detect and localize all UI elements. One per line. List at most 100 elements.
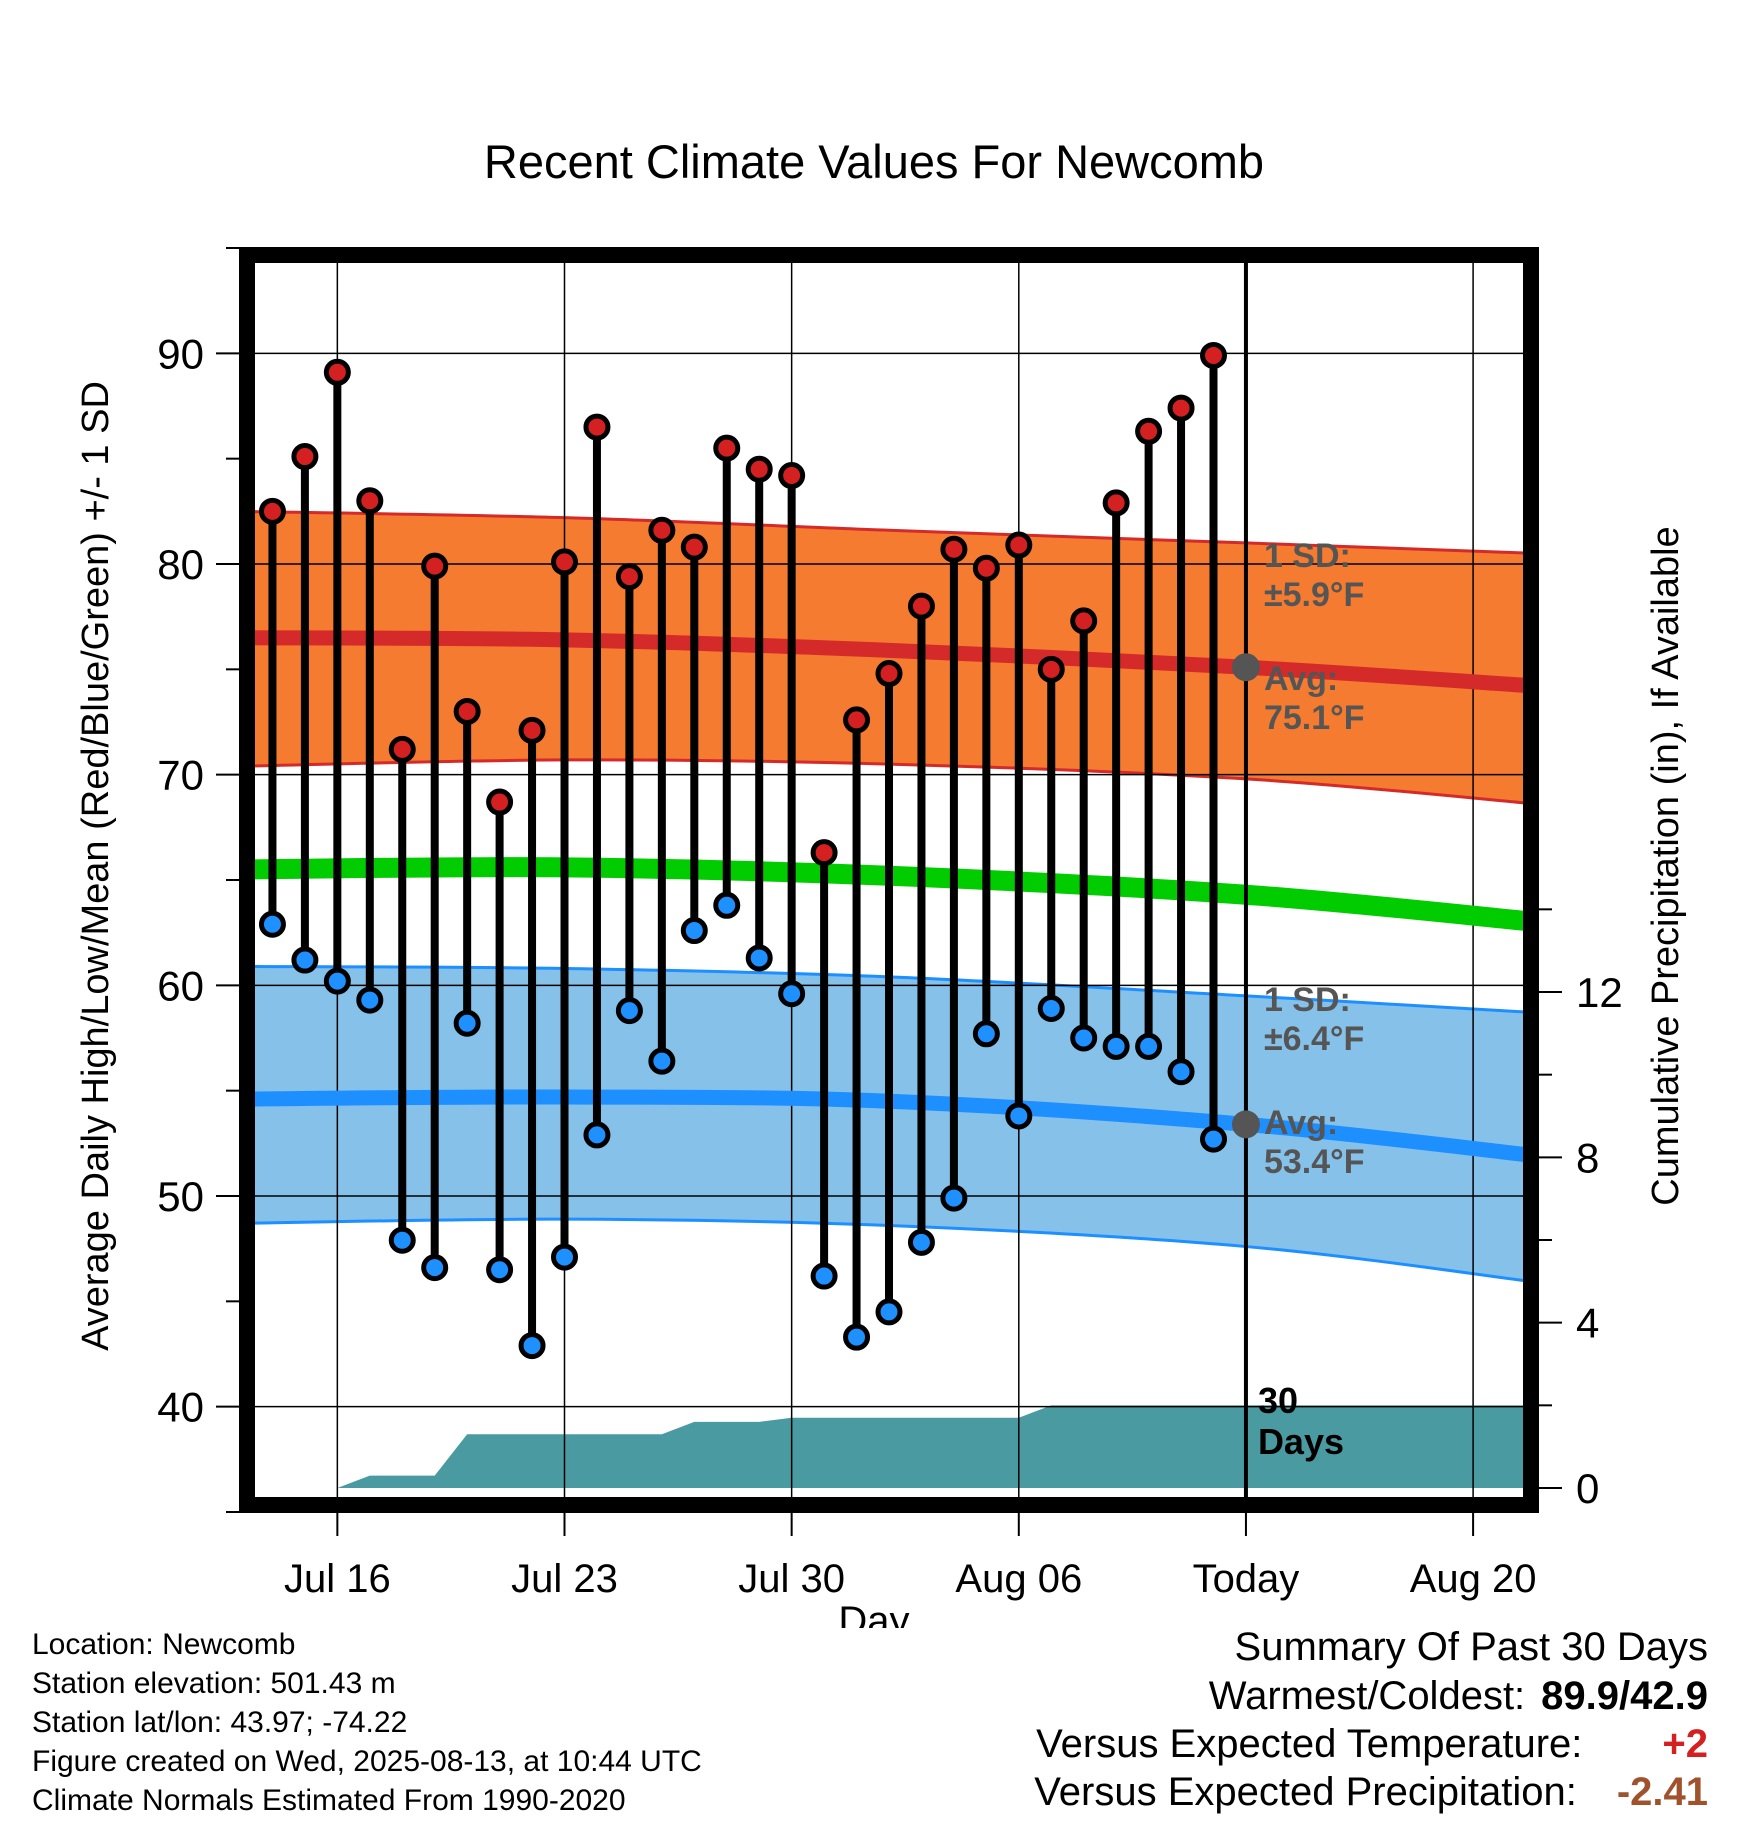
y2-tick-label: 4 (1576, 1300, 1599, 1347)
y-tick-label: 70 (157, 752, 204, 799)
daily-low-point (551, 1243, 578, 1271)
daily-low-point (713, 891, 741, 919)
daily-high-point (907, 592, 935, 620)
daily-low-point (258, 910, 286, 938)
daily-low-point (323, 967, 351, 995)
x-tick-label: Jul 23 (511, 1557, 618, 1601)
high-sd-band-upper-edge (239, 509, 1539, 555)
daily-low-point (518, 1332, 546, 1360)
temp-label: Versus Expected Temperature: (1036, 1722, 1583, 1766)
daily-high-point (843, 706, 871, 734)
daily-low-point (680, 917, 708, 945)
temp-value: +2 (1662, 1722, 1708, 1766)
daily-high-point (940, 535, 968, 563)
y2-axis-label: Cumulative Precipitation (in), If Availa… (1645, 526, 1687, 1205)
y-tick-label: 40 (157, 1384, 204, 1431)
high-avg-value: 75.1°F (1264, 699, 1365, 737)
daily-low-point (907, 1228, 935, 1256)
low-sd-value: ±6.4°F (1264, 1020, 1364, 1058)
daily-high-point (551, 548, 578, 576)
daily-high-point (323, 358, 351, 386)
window-label-unit: Days (1258, 1421, 1344, 1462)
daily-low-point (1200, 1125, 1227, 1153)
daily-low-point (940, 1184, 968, 1212)
today-high-normal-marker (1231, 653, 1260, 682)
created-text: Figure created on Wed, 2025-08-13, at 10… (32, 1745, 702, 1778)
x-tick-label: Jul 30 (738, 1557, 845, 1601)
daily-high-point (388, 735, 416, 763)
daily-high-point (1037, 655, 1065, 683)
x-tick-label: Aug 06 (955, 1557, 1082, 1601)
x-tick-label: Aug 20 (1410, 1557, 1537, 1601)
daily-high-point (1167, 394, 1195, 422)
plot-frame (239, 247, 1539, 1513)
daily-high-point (1102, 489, 1130, 517)
daily-high-point (680, 533, 708, 561)
daily-high-point (453, 697, 481, 725)
normals-text: Climate Normals Estimated From 1990-2020 (32, 1784, 626, 1817)
y-tick-label: 80 (157, 541, 204, 588)
axes: 40 50 60 70 80 90 0 4 8 12 Jul 16 Jul 23 Jul 30 Aug 0… (157, 247, 1623, 1601)
high-sd-label: 1 SD: (1264, 537, 1351, 575)
x-tick-label: Today (1193, 1557, 1300, 1601)
precip-row: Versus Expected Precipitation: -2.41 (1034, 1768, 1708, 1816)
daily-dots (258, 341, 1227, 1360)
daily-low-point (615, 997, 643, 1025)
daily-low-point (778, 980, 806, 1008)
daily-low-point (875, 1298, 903, 1326)
location-text: Location: Newcomb (32, 1628, 296, 1661)
summary-panel: Summary Of Past 30 Days Warmest/Coldest:… (1034, 1622, 1708, 1816)
daily-low-point (583, 1121, 611, 1149)
x-axis-label: Day (838, 1599, 909, 1628)
warm-cold-value: 89.9/42.9 (1541, 1674, 1708, 1718)
chart-title: Recent Climate Values For Newcomb (484, 135, 1264, 188)
daily-low-point (453, 1009, 481, 1037)
precip-label: Versus Expected Precipitation: (1034, 1770, 1577, 1814)
daily-high-point (1005, 531, 1033, 559)
daily-high-point (291, 443, 319, 471)
daily-stems (268, 355, 1218, 1346)
x-tick-label: Jul 16 (284, 1557, 391, 1601)
daily-high-point (356, 487, 384, 515)
daily-high-point (1135, 417, 1163, 445)
daily-low-point (972, 1020, 1000, 1048)
y2-tick-label: 12 (1576, 969, 1623, 1016)
daily-high-point (778, 462, 806, 490)
high-avg-label: Avg: (1264, 660, 1338, 698)
daily-high-point (875, 660, 903, 688)
daily-low-point (810, 1262, 838, 1290)
low-avg-value: 53.4°F (1264, 1143, 1365, 1181)
temp-row: Versus Expected Temperature: +2 (1034, 1720, 1708, 1768)
high-sd-value: ±5.9°F (1264, 576, 1364, 614)
daily-low-point (1167, 1058, 1195, 1086)
high-normal-line (239, 630, 1539, 694)
daily-high-point (421, 552, 449, 580)
daily-high-point (713, 434, 741, 462)
y-tick-label: 90 (157, 330, 204, 377)
daily-low-point (486, 1256, 514, 1284)
y-tick-label: 60 (157, 962, 204, 1009)
warm-cold-row: Warmest/Coldest: 89.9/42.9 (1034, 1672, 1708, 1720)
daily-low-point (843, 1323, 871, 1351)
low-sd-label: 1 SD: (1264, 981, 1351, 1019)
y2-tick-label: 0 (1576, 1465, 1599, 1512)
daily-high-point (615, 563, 643, 591)
climate-chart: Recent Climate Values For Newcomb 1 SD:±… (75, 135, 1687, 1628)
daily-low-point (648, 1047, 676, 1075)
daily-low-point (1037, 995, 1065, 1023)
daily-low-point (1135, 1032, 1163, 1060)
daily-high-point (258, 497, 286, 525)
daily-low-point (388, 1226, 416, 1254)
daily-low-point (421, 1254, 449, 1282)
daily-high-point (486, 788, 514, 816)
daily-high-point (972, 554, 1000, 582)
station-info: Location: Newcomb Station elevation: 501… (32, 1625, 702, 1820)
daily-low-point (356, 986, 384, 1014)
daily-low-point (1005, 1102, 1033, 1130)
low-avg-label: Avg: (1264, 1104, 1338, 1142)
daily-low-point (1070, 1024, 1098, 1052)
daily-high-point (1200, 341, 1227, 369)
daily-low-point (745, 944, 773, 972)
window-label-number: 30 (1258, 1380, 1298, 1421)
daily-high-point (745, 455, 773, 483)
